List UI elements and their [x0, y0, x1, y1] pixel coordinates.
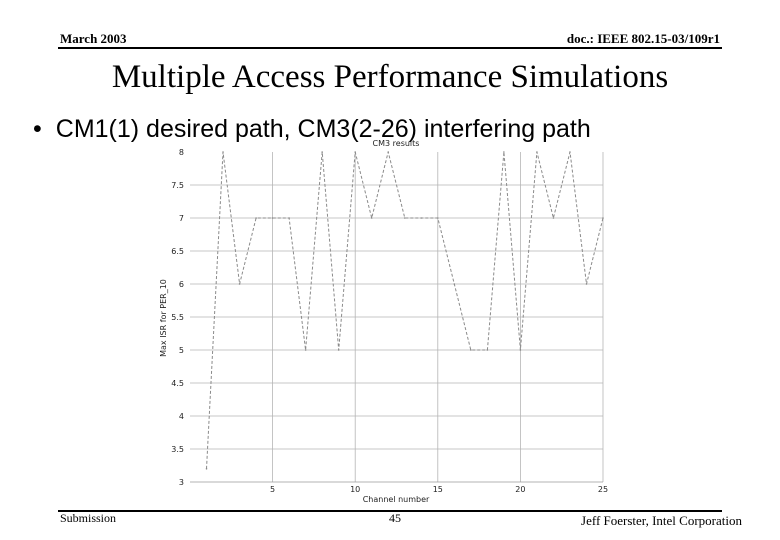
data-point	[536, 151, 538, 153]
data-point	[437, 217, 439, 219]
data-point	[288, 217, 290, 219]
data-point	[470, 349, 472, 351]
header-doc-id: doc.: IEEE 802.15-03/109r1	[566, 31, 720, 46]
grid-lines	[190, 152, 604, 482]
data-point	[552, 217, 555, 219]
y-tick-label: 5	[179, 346, 184, 355]
data-point	[569, 151, 571, 153]
x-tick-label: 10	[350, 485, 360, 494]
y-tick-label: 3.5	[171, 445, 184, 454]
footer-page-number: 45	[389, 511, 401, 525]
data-point	[486, 349, 489, 351]
data-point	[321, 151, 323, 153]
x-ticks: 5 10 15 20 25	[270, 485, 608, 494]
bullet-item: • CM1(1) desired path, CM3(2-26) interfer…	[33, 115, 591, 144]
data-point	[222, 151, 224, 153]
data-point	[420, 217, 423, 219]
x-tick-label: 15	[433, 485, 443, 494]
y-tick-label: 4.5	[171, 379, 184, 388]
bullet-dot: •	[33, 115, 42, 143]
x-tick-label: 5	[270, 485, 275, 494]
data-point	[403, 217, 406, 219]
data-point	[205, 468, 208, 470]
slide-title: Multiple Access Performance Simulations	[111, 59, 669, 95]
chart-title: CM3 results	[373, 139, 420, 148]
y-axis-label: Max ISR for PER_10	[159, 279, 168, 357]
data-point	[387, 151, 390, 153]
header-date: March 2003	[60, 31, 127, 46]
y-tick-label: 4	[179, 412, 184, 421]
data-point	[519, 349, 522, 351]
data-point	[255, 217, 257, 219]
header-rule	[58, 47, 722, 49]
x-tick-label: 20	[515, 485, 525, 494]
y-ticks: 3 3.5 4 4.5 5 5.5 6 6.5 7 7.5 8	[171, 148, 184, 487]
series-group	[205, 151, 604, 470]
data-point	[271, 217, 274, 219]
y-tick-label: 7	[179, 214, 184, 223]
footer-submission: Submission	[60, 511, 117, 525]
data-point	[453, 283, 456, 285]
x-tick-label: 25	[598, 485, 608, 494]
data-point	[370, 217, 373, 219]
series-line	[206, 151, 604, 469]
y-tick-label: 6	[179, 280, 184, 289]
y-tick-label: 5.5	[171, 313, 184, 322]
y-tick-label: 6.5	[171, 247, 184, 256]
data-point	[585, 283, 588, 285]
y-tick-label: 3	[179, 478, 184, 487]
y-tick-label: 7.5	[171, 181, 184, 190]
x-axis-label: Channel number	[363, 495, 430, 504]
data-point	[238, 283, 241, 285]
data-point	[503, 151, 505, 153]
bullet-text: CM1(1) desired path, CM3(2-26) interferi…	[55, 115, 591, 143]
data-point	[354, 151, 357, 153]
data-point	[337, 349, 340, 351]
data-point	[602, 217, 604, 219]
y-tick-label: 8	[179, 148, 184, 157]
footer-author: Jeff Foerster, Intel Corporation	[581, 513, 742, 528]
data-point	[304, 349, 307, 351]
footer-rule	[58, 510, 722, 512]
